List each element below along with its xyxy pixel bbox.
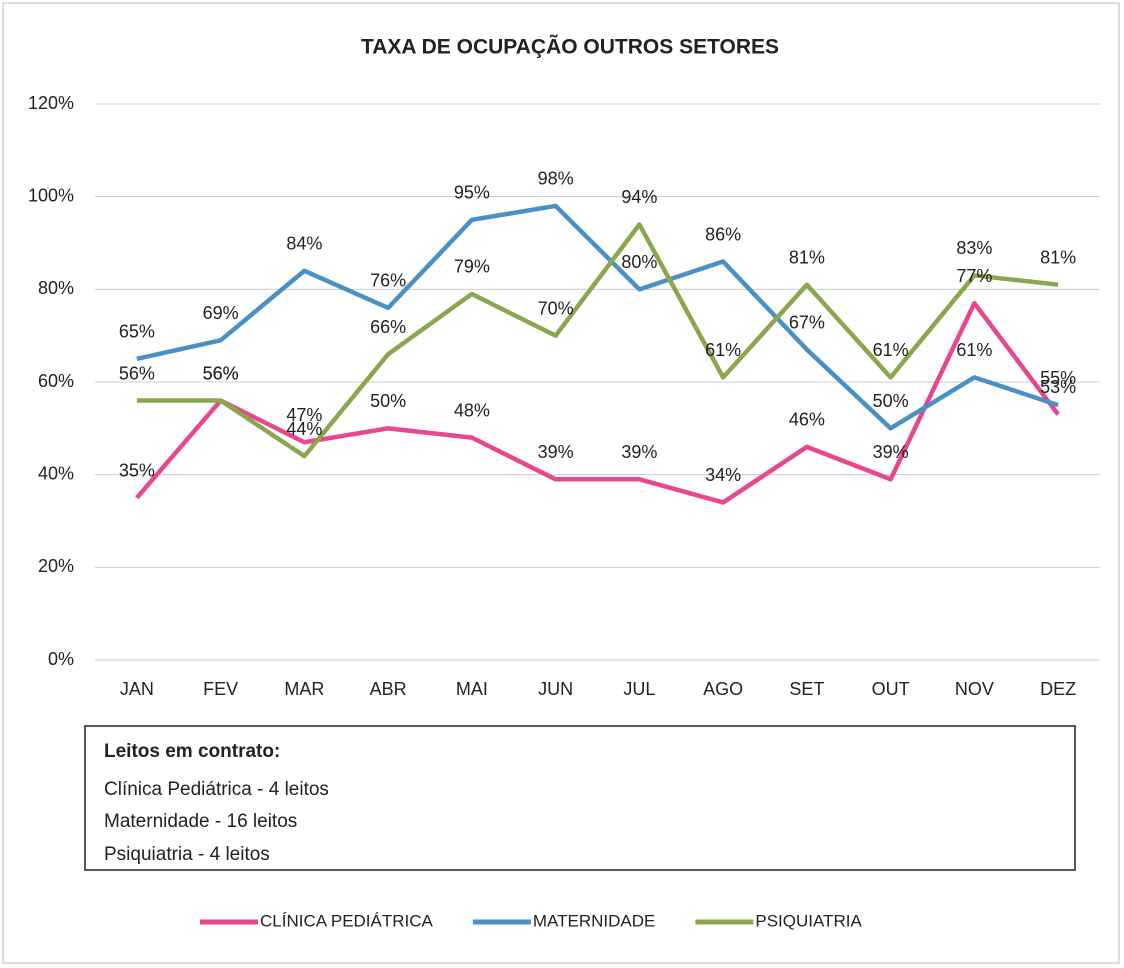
data-label: 95% xyxy=(454,183,490,203)
y-tick-label: 60% xyxy=(38,371,74,391)
data-label: 39% xyxy=(621,442,657,462)
data-label: 48% xyxy=(454,400,490,420)
data-label: 55% xyxy=(1040,368,1076,388)
y-tick-label: 100% xyxy=(28,185,74,205)
data-label: 56% xyxy=(203,363,239,383)
data-label: 35% xyxy=(119,461,155,481)
data-label: 44% xyxy=(286,419,322,439)
data-label: 39% xyxy=(873,442,909,462)
data-label: 79% xyxy=(454,257,490,277)
x-tick-label: JAN xyxy=(120,679,154,699)
note-line: Psiquiatria - 4 leitos xyxy=(104,844,270,865)
data-label: 98% xyxy=(538,169,574,189)
x-tick-label: ABR xyxy=(370,679,407,699)
data-label: 50% xyxy=(370,391,406,411)
data-label: 67% xyxy=(789,312,825,332)
x-tick-label: MAI xyxy=(456,679,488,699)
x-tick-label: OUT xyxy=(872,679,910,699)
x-tick-label: JUL xyxy=(623,679,655,699)
y-tick-label: 20% xyxy=(38,556,74,576)
note-title: Leitos em contrato: xyxy=(104,741,280,762)
legend: CLÍNICA PEDIÁTRICA MATERNIDADE PSIQUIATRIA xyxy=(200,911,862,930)
series-line xyxy=(135,300,1060,505)
note-box xyxy=(84,725,1076,871)
data-label: 81% xyxy=(1040,247,1076,267)
data-label: 80% xyxy=(621,252,657,272)
legend-label: PSIQUIATRIA xyxy=(755,911,862,930)
data-label: 56% xyxy=(203,363,239,383)
data-label: 61% xyxy=(705,340,741,360)
data-label: 81% xyxy=(789,247,825,267)
x-tick-label: SET xyxy=(789,679,824,699)
legend-label: MATERNIDADE xyxy=(533,911,655,930)
data-label: 69% xyxy=(203,303,239,323)
x-tick-label: DEZ xyxy=(1040,679,1076,699)
x-tick-label: NOV xyxy=(955,679,994,699)
data-label: 46% xyxy=(789,410,825,430)
data-label: 47% xyxy=(286,405,322,425)
data-label: 94% xyxy=(621,187,657,207)
data-label: 70% xyxy=(538,298,574,318)
series-line xyxy=(136,203,1059,431)
data-label: 61% xyxy=(956,340,992,360)
x-tick-label: MAR xyxy=(284,679,324,699)
note-line: Clínica Pediátrica - 4 leitos xyxy=(104,779,329,800)
data-label: 86% xyxy=(705,224,741,244)
data-label: 50% xyxy=(873,391,909,411)
x-tick-label: JUN xyxy=(538,679,573,699)
note-line: Maternidade - 16 leitos xyxy=(104,811,297,832)
y-tick-label: 80% xyxy=(38,278,74,298)
data-label: 83% xyxy=(956,238,992,258)
data-label: 39% xyxy=(538,442,574,462)
data-label: 76% xyxy=(370,271,406,291)
data-label: 61% xyxy=(873,340,909,360)
data-label: 56% xyxy=(119,363,155,383)
data-label: 84% xyxy=(286,234,322,254)
y-tick-label: 40% xyxy=(38,463,74,483)
x-tick-label: AGO xyxy=(703,679,743,699)
series-line xyxy=(136,222,1059,459)
data-label: 65% xyxy=(119,322,155,342)
y-tick-label: 120% xyxy=(28,93,74,113)
data-label: 53% xyxy=(1040,377,1076,397)
x-tick-label: FEV xyxy=(203,679,238,699)
chart-title: TAXA DE OCUPAÇÃO OUTROS SETORES xyxy=(361,36,779,59)
data-label: 77% xyxy=(956,266,992,286)
data-label: 34% xyxy=(705,465,741,485)
y-tick-label: 0% xyxy=(48,649,74,669)
data-label: 66% xyxy=(370,317,406,337)
legend-label: CLÍNICA PEDIÁTRICA xyxy=(260,911,434,930)
